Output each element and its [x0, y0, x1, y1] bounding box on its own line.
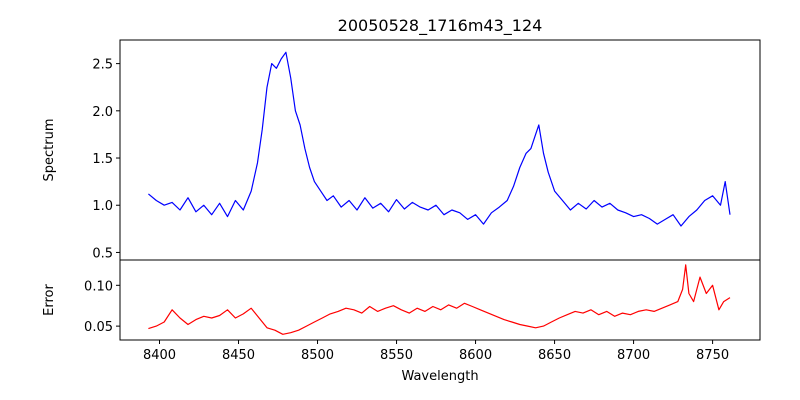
error-x-ticks: 8400 8450 8500 8550 8600 8650 8700 8750 — [143, 340, 729, 363]
x-tick-label: 8500 — [301, 348, 334, 363]
spectrum-y-ticks: 0.5 1.0 1.5 2.0 2.5 — [92, 58, 120, 261]
x-tick-label: 8600 — [459, 348, 492, 363]
spectrum-series — [148, 51, 731, 227]
error-panel: 0.05 0.10 8400 8450 8500 8550 8600 8650 8700 875… — [42, 259, 761, 384]
x-tick-label: 8550 — [380, 348, 413, 363]
x-tick-label: 8400 — [143, 348, 176, 363]
x-axis-label: Wavelength — [401, 369, 478, 384]
x-tick-label: 8700 — [617, 348, 650, 363]
x-tick-label: 8650 — [538, 348, 571, 363]
error-y-tick-label: 0.10 — [84, 279, 113, 294]
chart-title: 20050528_1716m43_124 — [338, 16, 543, 36]
x-tick-label: 8450 — [222, 348, 255, 363]
error-y-tick-label: 0.05 — [84, 320, 113, 335]
spectrum-y-tick-label: 2.0 — [92, 105, 113, 120]
error-line — [148, 264, 731, 335]
spectrum-y-tick-label: 0.5 — [92, 246, 113, 261]
error-y-axis-label: Error — [42, 284, 57, 316]
spectrum-y-axis-label: Spectrum — [42, 119, 57, 182]
spectrum-y-tick-label: 2.5 — [92, 58, 113, 73]
x-tick-label: 8750 — [696, 348, 729, 363]
spectrum-line — [148, 51, 731, 227]
error-axes-frame — [119, 259, 761, 341]
spectrum-y-tick-label: 1.0 — [92, 199, 113, 214]
spectrum-axes-frame — [119, 39, 761, 261]
spectrum-panel: 0.5 1.0 1.5 2.0 2.5 Spectrum — [42, 39, 761, 261]
spectrum-y-tick-label: 1.5 — [92, 152, 113, 167]
error-series — [148, 264, 731, 335]
error-y-ticks: 0.05 0.10 — [84, 279, 120, 335]
